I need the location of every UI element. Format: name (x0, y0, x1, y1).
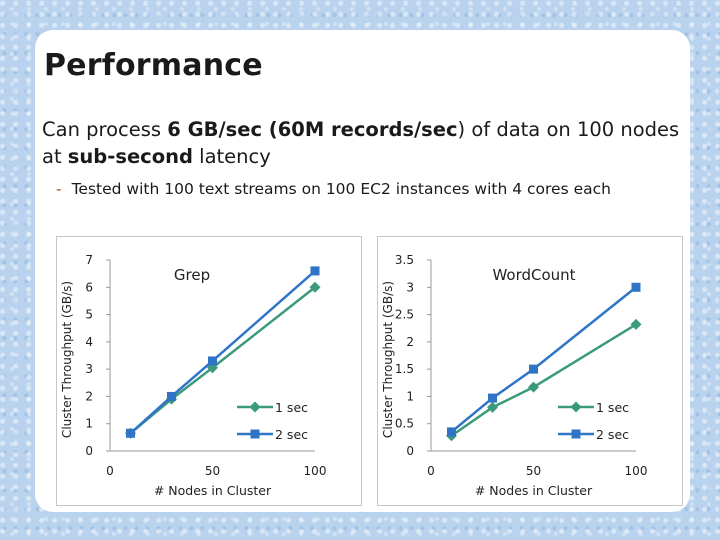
legend-marker (570, 401, 582, 413)
y-tick-label: 1 (406, 389, 414, 403)
chart-title: WordCount (492, 266, 575, 284)
data-point (488, 393, 497, 403)
y-tick-label: 7 (85, 253, 93, 267)
data-point (126, 428, 135, 438)
data-point (167, 391, 176, 401)
data-point (207, 362, 218, 374)
series-line-2-sec (450, 286, 637, 433)
legend-label: 2 sec (596, 427, 629, 442)
x-tick-label: 0 (427, 464, 435, 478)
data-point (528, 381, 539, 393)
legend-marker (249, 401, 261, 413)
headline-text: Can process 6 GB/sec (60M records/sec) o… (42, 116, 702, 170)
y-tick-label: 6 (85, 280, 93, 294)
data-point (447, 427, 456, 437)
bullet-dash: - (56, 180, 62, 198)
y-tick-label: 0 (406, 444, 414, 458)
data-point (487, 401, 498, 413)
headline-part: 6 GB/sec (60M records/sec (167, 118, 458, 141)
page-title: Performance (44, 48, 263, 83)
legend-label: 2 sec (275, 427, 308, 442)
x-tick-label: 50 (205, 464, 220, 478)
data-point (310, 266, 320, 276)
headline-part: ) of data on 100 nodes at (42, 118, 680, 168)
sub-bullet-text: Tested with 100 text streams on 100 EC2 … (71, 180, 611, 198)
series-line-2-sec (129, 269, 316, 435)
y-tick-label: 0.5 (395, 417, 414, 431)
y-tick-label: 2 (85, 389, 93, 403)
x-tick-label: 0 (106, 464, 114, 478)
y-axis-label: Cluster Throughput (GB/s) (60, 281, 74, 438)
chart-svg: 0 1 2 3 4 5 6 7 0 50 100 # Nodes in Cluster Cluster … (60, 253, 327, 498)
series-line-1-sec (450, 323, 637, 437)
data-point (529, 364, 538, 374)
data-point (631, 282, 641, 292)
y-tick-label: 3 (406, 280, 414, 294)
y-tick-label: 0 (85, 444, 93, 458)
data-point (208, 356, 217, 366)
y-tick-label: 1 (85, 417, 93, 431)
x-tick-label: 50 (526, 464, 541, 478)
legend-marker (571, 429, 581, 439)
x-tick-label: 100 (625, 464, 648, 478)
wordcount-chart: 0 0.5 1 1.5 2 2.5 3 3.5 0 50 100 # Nodes in Cluster… (377, 236, 683, 506)
y-tick-label: 1.5 (395, 362, 414, 376)
chart-title: Grep (174, 266, 210, 284)
headline-part: Can process (42, 118, 168, 141)
y-tick-label: 5 (85, 308, 93, 322)
x-axis-label: # Nodes in Cluster (475, 483, 593, 498)
x-axis-label: # Nodes in Cluster (154, 483, 272, 498)
headline-part: sub-second (67, 145, 193, 168)
x-tick-label: 100 (304, 464, 327, 478)
y-axis-label: Cluster Throughput (GB/s) (381, 281, 395, 438)
legend-marker (250, 429, 260, 439)
data-point (309, 281, 321, 293)
headline-part: latency (192, 145, 271, 168)
y-tick-label: 4 (85, 335, 93, 349)
grep-chart: 0 1 2 3 4 5 6 7 0 50 100 # Nodes in Cluster Cluster … (56, 236, 362, 506)
legend-label: 1 sec (275, 400, 308, 415)
y-tick-label: 3.5 (395, 253, 414, 267)
sub-bullet: - Tested with 100 text streams on 100 EC2… (56, 180, 611, 198)
legend-label: 1 sec (596, 400, 629, 415)
chart-svg: 0 0.5 1 1.5 2 2.5 3 3.5 0 50 100 # Nodes in Cluster… (381, 253, 648, 498)
y-tick-label: 2 (406, 335, 414, 349)
y-tick-label: 3 (85, 362, 93, 376)
data-point (630, 318, 642, 330)
y-tick-label: 2.5 (395, 308, 414, 322)
